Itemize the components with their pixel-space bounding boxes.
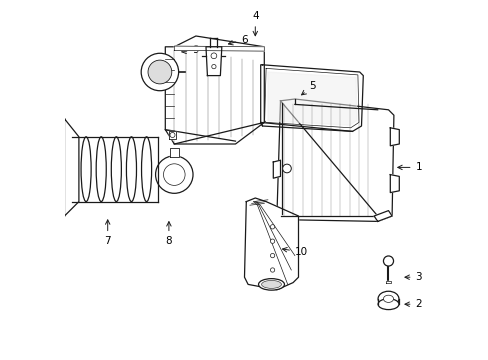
- Ellipse shape: [141, 137, 151, 202]
- Circle shape: [170, 132, 175, 138]
- Polygon shape: [165, 36, 264, 144]
- Circle shape: [163, 164, 185, 185]
- Text: 8: 8: [165, 222, 172, 246]
- Polygon shape: [170, 148, 178, 157]
- Circle shape: [148, 60, 171, 84]
- Polygon shape: [267, 72, 356, 125]
- Ellipse shape: [96, 137, 106, 202]
- Ellipse shape: [126, 137, 136, 202]
- Text: 7: 7: [104, 220, 111, 246]
- Text: 4: 4: [251, 11, 258, 36]
- Text: 10: 10: [282, 247, 307, 257]
- Circle shape: [270, 225, 274, 229]
- Text: 6: 6: [228, 35, 247, 45]
- Text: 5: 5: [301, 81, 315, 95]
- Circle shape: [270, 268, 274, 272]
- Polygon shape: [389, 128, 399, 146]
- Polygon shape: [276, 99, 393, 221]
- Polygon shape: [273, 160, 280, 178]
- Polygon shape: [205, 47, 222, 76]
- Circle shape: [155, 156, 193, 193]
- Polygon shape: [385, 281, 390, 283]
- Circle shape: [383, 256, 393, 266]
- Ellipse shape: [258, 279, 284, 290]
- Circle shape: [211, 64, 216, 69]
- Text: 9: 9: [182, 45, 199, 55]
- Ellipse shape: [111, 137, 121, 202]
- Text: 1: 1: [397, 162, 421, 172]
- Ellipse shape: [383, 295, 393, 302]
- Ellipse shape: [377, 299, 398, 310]
- Circle shape: [211, 53, 216, 59]
- Circle shape: [270, 239, 274, 243]
- Polygon shape: [260, 65, 363, 131]
- Polygon shape: [174, 46, 264, 51]
- Polygon shape: [50, 108, 64, 137]
- Text: 3: 3: [404, 272, 421, 282]
- Circle shape: [141, 53, 178, 91]
- Polygon shape: [72, 137, 165, 202]
- Polygon shape: [373, 211, 391, 221]
- Polygon shape: [389, 175, 399, 193]
- Ellipse shape: [261, 280, 281, 288]
- Text: 2: 2: [404, 299, 421, 309]
- Circle shape: [270, 253, 274, 258]
- Polygon shape: [168, 131, 176, 139]
- Circle shape: [282, 164, 291, 173]
- Polygon shape: [64, 119, 79, 216]
- Ellipse shape: [377, 291, 398, 306]
- Polygon shape: [50, 202, 64, 227]
- Ellipse shape: [81, 137, 91, 202]
- Polygon shape: [244, 198, 298, 290]
